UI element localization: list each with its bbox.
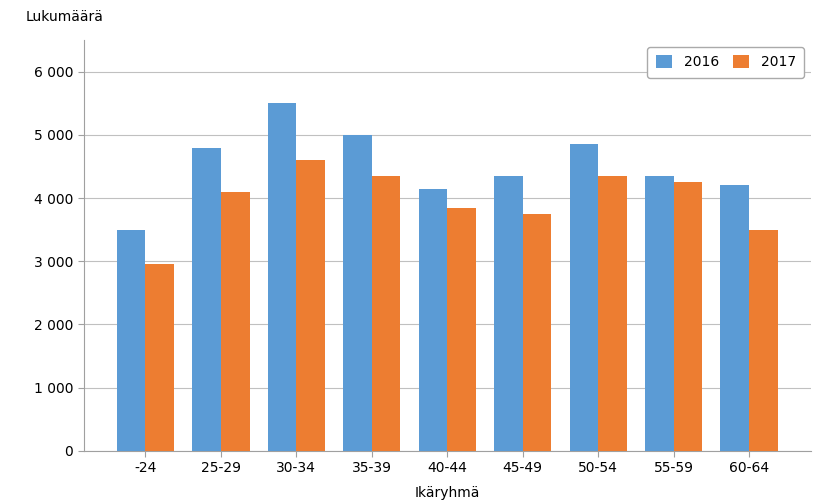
Bar bbox=[372, 176, 400, 451]
Bar bbox=[268, 103, 296, 451]
Bar bbox=[721, 185, 749, 451]
Text: Lukumäärä: Lukumäärä bbox=[25, 10, 104, 24]
Bar bbox=[343, 135, 372, 451]
Bar bbox=[145, 265, 174, 451]
Bar bbox=[599, 176, 627, 451]
Bar bbox=[221, 192, 249, 451]
Bar bbox=[749, 229, 777, 451]
X-axis label: Ikäryhmä: Ikäryhmä bbox=[415, 486, 480, 500]
Bar bbox=[494, 176, 522, 451]
Bar bbox=[192, 147, 221, 451]
Bar bbox=[645, 176, 674, 451]
Bar bbox=[674, 182, 702, 451]
Bar bbox=[296, 160, 325, 451]
Legend: 2016, 2017: 2016, 2017 bbox=[648, 47, 804, 78]
Bar bbox=[117, 229, 145, 451]
Bar bbox=[522, 214, 552, 451]
Bar bbox=[569, 144, 599, 451]
Bar bbox=[447, 207, 476, 451]
Bar bbox=[419, 188, 447, 451]
